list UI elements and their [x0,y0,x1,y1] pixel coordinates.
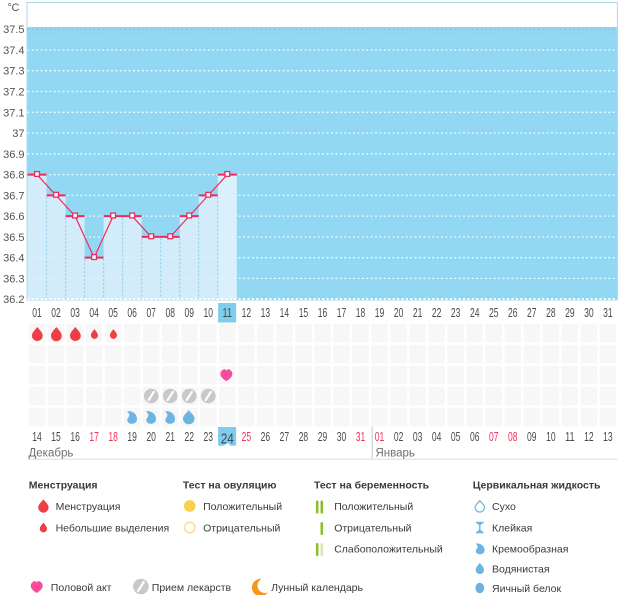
svg-text:01: 01 [32,306,42,320]
svg-text:37: 37 [12,128,24,140]
svg-text:23: 23 [451,306,461,320]
svg-text:11: 11 [223,306,233,320]
svg-text:36.3: 36.3 [3,273,24,285]
svg-text:03: 03 [413,430,423,444]
svg-text:10: 10 [204,306,214,320]
svg-text:36.8: 36.8 [3,170,24,182]
svg-text:Прием лекарств: Прием лекарств [152,582,232,594]
svg-text:08: 08 [508,430,518,444]
svg-text:28: 28 [299,430,309,444]
svg-text:36.7: 36.7 [3,190,24,202]
svg-text:18: 18 [356,306,366,320]
svg-text:04: 04 [432,430,442,444]
svg-text:Клейкая: Клейкая [492,522,532,534]
svg-text:03: 03 [70,306,80,320]
svg-text:14: 14 [32,430,42,444]
svg-text:36.4: 36.4 [3,253,24,265]
svg-text:04: 04 [89,306,99,320]
svg-text:Водянистая: Водянистая [492,563,550,575]
svg-text:25: 25 [489,306,499,320]
svg-text:09: 09 [185,306,195,320]
svg-text:05: 05 [108,306,118,320]
svg-text:Сухо: Сухо [492,501,516,513]
svg-text:37.2: 37.2 [3,87,24,99]
svg-text:20: 20 [146,430,156,444]
svg-text:29: 29 [565,306,575,320]
svg-text:Слабоположительный: Слабоположительный [334,543,443,555]
svg-text:21: 21 [413,306,423,320]
svg-text:22: 22 [185,430,195,444]
svg-text:30: 30 [337,430,347,444]
svg-text:37.4: 37.4 [3,45,24,57]
svg-text:36.2: 36.2 [3,294,24,306]
svg-text:36.6: 36.6 [3,211,24,223]
svg-text:37.1: 37.1 [3,107,24,119]
svg-text:26: 26 [261,430,271,444]
svg-text:21: 21 [165,430,175,444]
svg-text:19: 19 [375,306,385,320]
svg-text:17: 17 [337,306,347,320]
svg-text:08: 08 [165,306,175,320]
svg-text:02: 02 [394,430,404,444]
svg-text:05: 05 [451,430,461,444]
svg-text:Январь: Январь [376,448,415,460]
svg-text:12: 12 [584,430,594,444]
svg-text:Небольшие выделения: Небольшие выделения [56,522,170,534]
svg-text:Цервикальная жидкость: Цервикальная жидкость [473,480,601,492]
svg-text:12: 12 [242,306,252,320]
svg-text:24: 24 [470,306,480,320]
svg-text:36.5: 36.5 [3,232,24,244]
svg-text:Положительный: Положительный [203,501,282,513]
svg-text:28: 28 [546,306,556,320]
svg-text:17: 17 [89,430,99,444]
svg-text:29: 29 [318,430,328,444]
svg-text:15: 15 [51,430,61,444]
svg-text:13: 13 [261,306,271,320]
svg-text:Менструация: Менструация [29,480,98,492]
svg-text:09: 09 [527,430,537,444]
svg-text:16: 16 [70,430,80,444]
svg-text:22: 22 [432,306,442,320]
svg-text:06: 06 [127,306,137,320]
svg-text:06: 06 [470,430,480,444]
svg-text:31: 31 [356,430,366,444]
svg-text:Лунный календарь: Лунный календарь [271,582,363,594]
svg-text:37.3: 37.3 [3,66,24,78]
svg-text:Отрицательный: Отрицательный [203,522,280,534]
svg-text:37.5: 37.5 [3,24,24,36]
svg-text:Декабрь: Декабрь [29,448,74,460]
svg-text:30: 30 [584,306,594,320]
svg-text:24: 24 [221,430,234,447]
svg-text:07: 07 [146,306,156,320]
svg-text:16: 16 [318,306,328,320]
svg-text:11: 11 [565,430,575,444]
svg-text:°C: °C [8,2,20,14]
svg-text:Отрицательный: Отрицательный [334,522,411,534]
svg-text:31: 31 [603,306,613,320]
svg-text:19: 19 [127,430,137,444]
svg-text:01: 01 [375,430,385,444]
svg-text:Положительный: Положительный [334,501,413,513]
svg-text:Менструация: Менструация [56,501,121,513]
svg-text:27: 27 [280,430,290,444]
svg-text:07: 07 [489,430,499,444]
svg-text:Кремообразная: Кремообразная [492,543,568,555]
svg-text:13: 13 [603,430,613,444]
svg-text:Яичный белок: Яичный белок [492,583,562,595]
svg-text:27: 27 [527,306,537,320]
svg-text:23: 23 [204,430,214,444]
svg-text:Половой акт: Половой акт [51,582,112,594]
svg-text:Тест на беременность: Тест на беременность [314,480,430,492]
svg-text:14: 14 [280,306,290,320]
svg-text:18: 18 [108,430,118,444]
svg-text:Тест на овуляцию: Тест на овуляцию [183,480,277,492]
svg-text:10: 10 [546,430,556,444]
svg-text:25: 25 [242,430,252,444]
svg-text:26: 26 [508,306,518,320]
svg-text:02: 02 [51,306,61,320]
svg-text:15: 15 [299,306,309,320]
svg-text:36.9: 36.9 [3,149,24,161]
svg-text:20: 20 [394,306,404,320]
